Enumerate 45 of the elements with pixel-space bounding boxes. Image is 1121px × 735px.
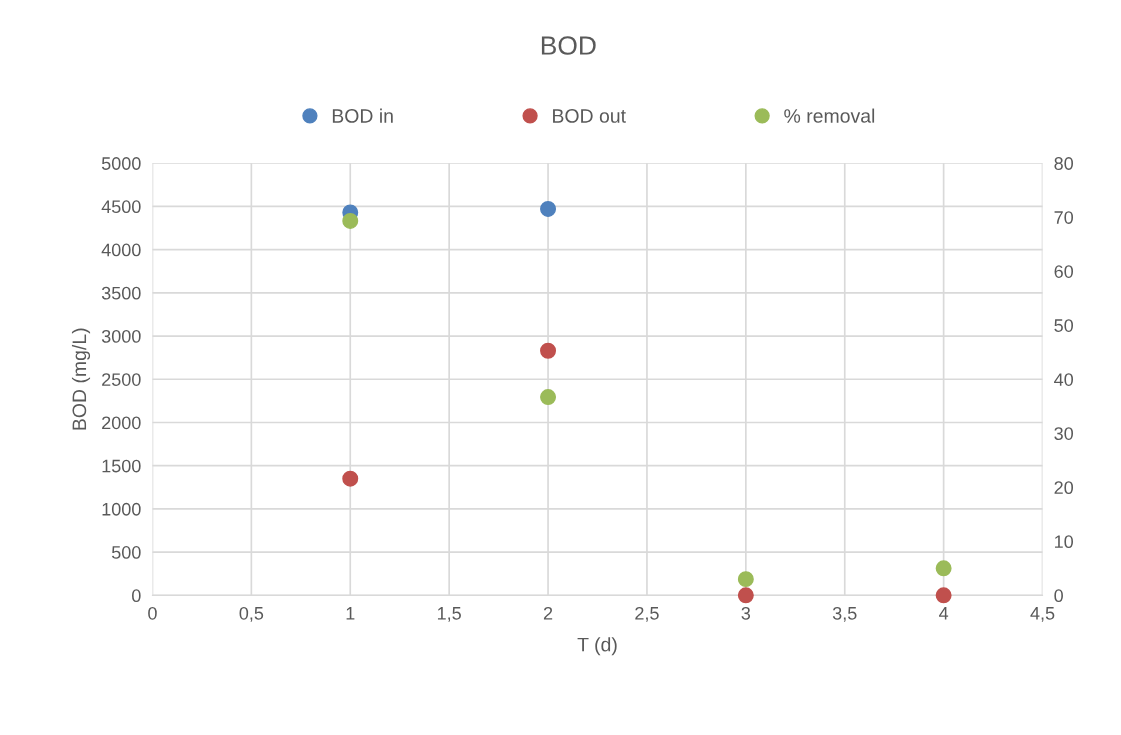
- x-tick-label: 0: [148, 606, 157, 620]
- legend-label: BOD out: [553, 109, 626, 123]
- point: [342, 470, 359, 487]
- x-tick-label: 2,5: [635, 606, 659, 622]
- point: [935, 587, 952, 604]
- x-tick-label: 1: [346, 607, 355, 620]
- legend-label: BOD in: [332, 108, 393, 123]
- point: [540, 201, 557, 217]
- point: [737, 587, 754, 604]
- y2-tick-label: 10: [1055, 535, 1074, 549]
- x-tick-label: 4,5: [1030, 607, 1055, 622]
- y2-tick-label: 70: [1054, 211, 1074, 224]
- y-tick-label: 1500: [102, 459, 141, 473]
- x-tick-label: 4: [939, 607, 949, 620]
- x-axis-title: T (d): [577, 637, 617, 656]
- point: [540, 389, 557, 406]
- y-tick-label: 500: [111, 546, 141, 559]
- y-tick-label: 2000: [102, 416, 141, 430]
- point: [737, 571, 754, 588]
- y2-tick-label: 40: [1054, 373, 1074, 386]
- y-tick-label: 4500: [101, 200, 141, 214]
- y2-tick-label: 20: [1054, 481, 1074, 495]
- y2-tick-label: 80: [1054, 157, 1074, 170]
- point: [935, 560, 952, 577]
- x-tick-label: 1,5: [437, 607, 461, 622]
- y2-tick-label: 0: [1054, 589, 1063, 603]
- x-tick-label: 3: [741, 606, 751, 620]
- x-tick-label: 0,5: [239, 606, 264, 622]
- y2-tick-label: 50: [1054, 319, 1074, 332]
- point: [342, 212, 359, 229]
- y-tick-label: 1000: [102, 502, 141, 516]
- y2-tick-label: 30: [1054, 427, 1074, 440]
- y2-tick-label: 60: [1054, 265, 1074, 278]
- chart-title: BOD: [541, 36, 596, 55]
- y-axis-title: BOD (mg/L): [71, 328, 91, 430]
- y-tick-label: 0: [132, 589, 141, 603]
- y-tick-label: 2500: [102, 373, 141, 386]
- x-tick-label: 3,5: [832, 606, 857, 622]
- y-tick-label: 3500: [101, 286, 141, 300]
- x-tick-label: 2: [543, 606, 553, 620]
- point: [540, 342, 557, 359]
- y-tick-label: 4000: [101, 243, 141, 257]
- y-tick-label: 5000: [101, 157, 141, 170]
- legend-label: % removal: [784, 108, 875, 123]
- y-tick-label: 3000: [101, 329, 141, 343]
